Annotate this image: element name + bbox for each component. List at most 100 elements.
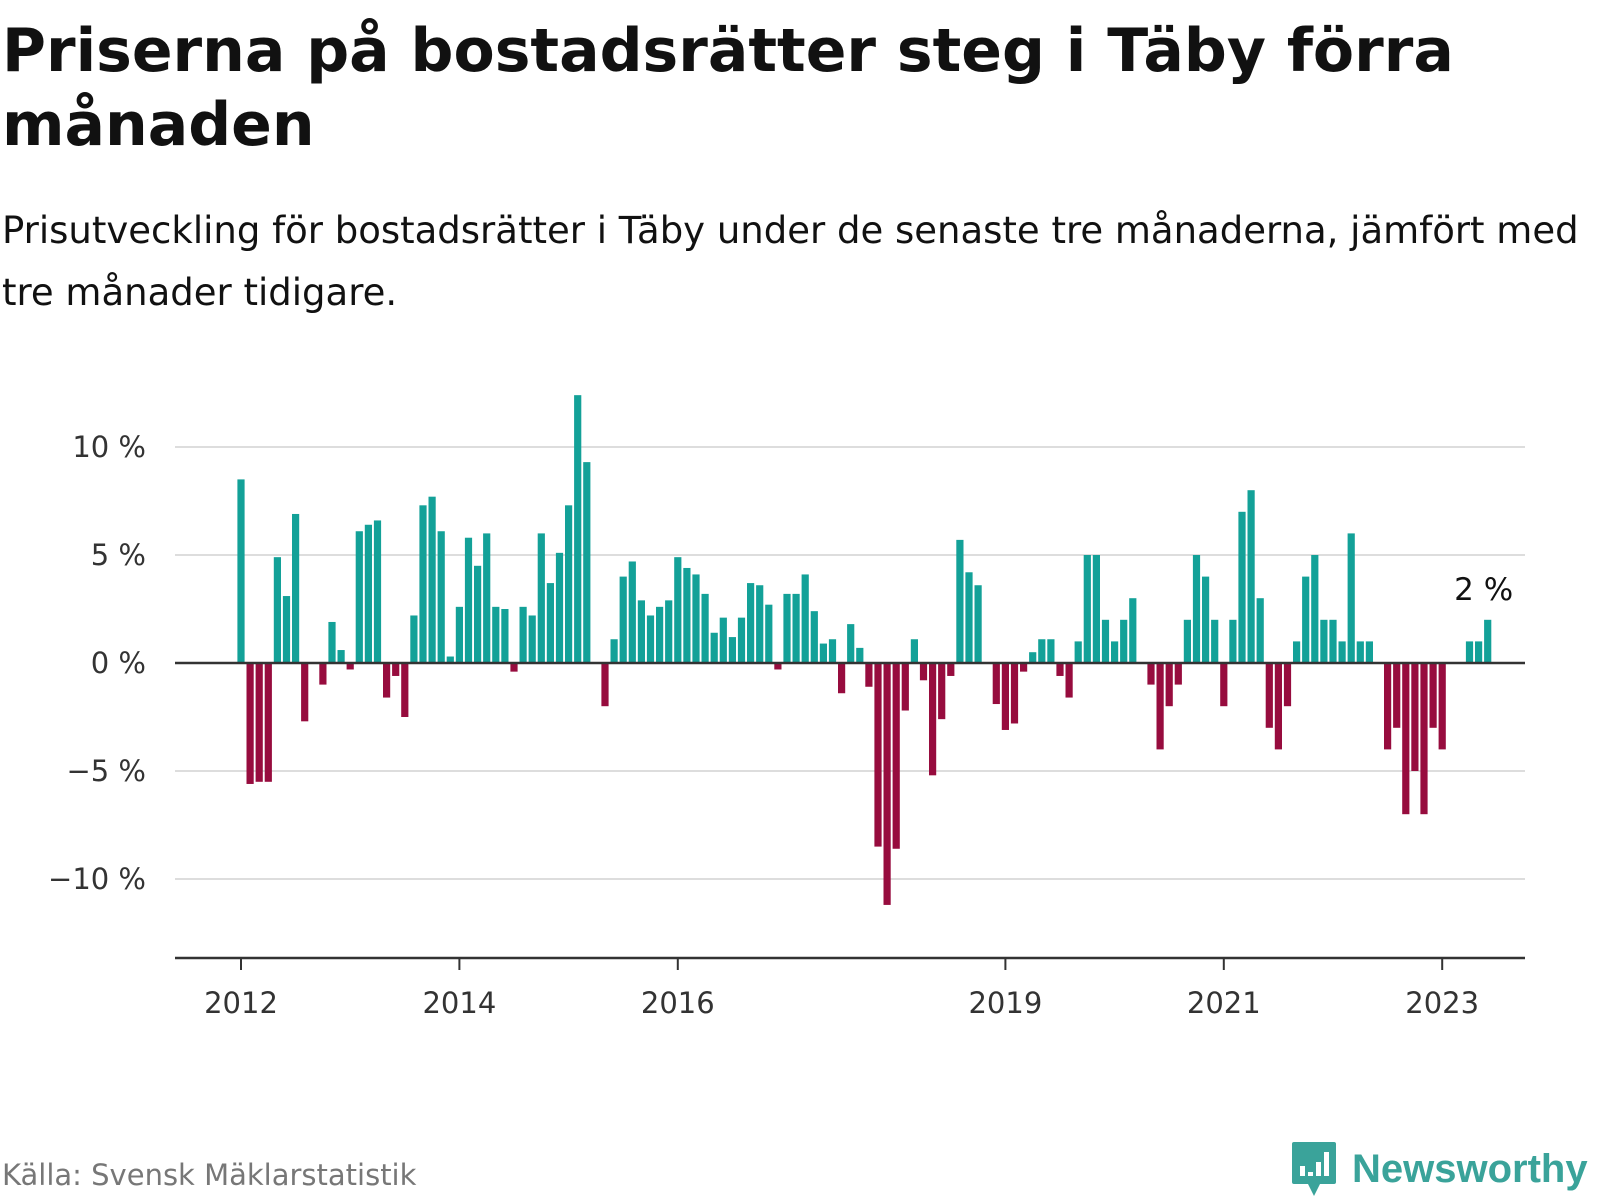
- x-tick-label: 2012: [204, 986, 278, 1020]
- bar: [1111, 641, 1119, 663]
- bar: [1475, 641, 1483, 663]
- x-tick-label: 2014: [422, 986, 496, 1020]
- bar: [1302, 576, 1310, 663]
- bar: [1393, 663, 1401, 728]
- bar: [774, 663, 782, 670]
- bar: [1347, 533, 1355, 663]
- bar: [1129, 598, 1137, 663]
- chart-title: Priserna på bostadsrätter steg i Täby fö…: [2, 16, 1454, 160]
- bar: [1484, 619, 1492, 663]
- bar: [1192, 555, 1201, 663]
- bar: [1001, 663, 1009, 730]
- bar: [255, 663, 263, 782]
- bar: [1402, 663, 1410, 815]
- bar: [619, 576, 627, 663]
- bar: [492, 606, 500, 663]
- bar: [328, 621, 336, 663]
- bar: [965, 572, 973, 663]
- bar: [1083, 555, 1091, 663]
- bar: [1293, 641, 1301, 663]
- y-tick-label: 10 %: [72, 430, 146, 464]
- bar: [237, 479, 245, 663]
- bar: [528, 615, 536, 663]
- bar: [1256, 598, 1264, 663]
- bar: [1238, 511, 1246, 663]
- bar: [710, 632, 718, 663]
- bar: [646, 615, 655, 663]
- bar: [783, 593, 791, 663]
- bar: [292, 513, 300, 663]
- bar: [656, 606, 664, 663]
- bar: [1384, 663, 1392, 750]
- bar: [355, 531, 363, 663]
- bar: [1420, 663, 1428, 815]
- bar: [437, 531, 445, 663]
- bar: [346, 663, 354, 670]
- bar: [1165, 663, 1173, 707]
- bar: [1320, 619, 1328, 663]
- bar: [373, 520, 382, 663]
- bar: [838, 663, 846, 694]
- chart-subtitle: Prisutveckling för bostadsrätter i Täby …: [2, 209, 1579, 314]
- bar: [510, 663, 518, 672]
- bar: [692, 574, 700, 663]
- bar: [1438, 663, 1446, 750]
- bar: [401, 663, 409, 717]
- brand-logo: Newsworthy: [1290, 1140, 1588, 1198]
- bar: [737, 617, 746, 663]
- bar: [1047, 639, 1055, 663]
- bar: [273, 557, 281, 663]
- bar: [474, 565, 482, 663]
- bar: [756, 585, 764, 663]
- bar: [1074, 641, 1082, 663]
- bar: [947, 663, 955, 676]
- bar: [1365, 641, 1373, 663]
- bar: [1229, 619, 1237, 663]
- bar: [1029, 652, 1037, 663]
- bar: [847, 624, 855, 663]
- bar: [1465, 641, 1474, 663]
- bar: [856, 647, 864, 663]
- source-note: Källa: Svensk Mäklarstatistik: [2, 1158, 417, 1192]
- bar: [501, 609, 509, 663]
- bar: [264, 663, 272, 782]
- bars: [237, 395, 1492, 905]
- bar: [865, 663, 873, 687]
- bar: [683, 567, 691, 663]
- bar: [956, 539, 964, 663]
- bar: [992, 663, 1000, 705]
- bar: [1101, 619, 1110, 663]
- bar-chart: 10 % 5 % 0 % −5 % −10 % 2012 2014 2016 2019 2021…: [48, 395, 1525, 1020]
- x-tick-label: 2021: [1187, 986, 1261, 1020]
- bar: [674, 557, 682, 663]
- bar: [455, 606, 463, 663]
- bar: [701, 593, 709, 663]
- bar: [1183, 619, 1191, 663]
- gridlines: [175, 446, 1525, 880]
- y-axis-labels: 10 % 5 % 0 % −5 % −10 %: [48, 430, 146, 896]
- bar: [1220, 663, 1228, 707]
- bar: [974, 585, 982, 663]
- bar: [765, 604, 773, 663]
- bar: [628, 561, 636, 663]
- bar: [1338, 641, 1346, 663]
- bar: [728, 637, 736, 663]
- bar: [810, 611, 818, 663]
- x-tick-label: 2019: [968, 986, 1042, 1020]
- bar: [801, 574, 809, 663]
- bar: [565, 505, 573, 663]
- bar: [938, 663, 946, 720]
- bar: [519, 606, 527, 663]
- bar: [537, 533, 545, 663]
- bar: [1411, 663, 1419, 771]
- bar: [883, 663, 891, 905]
- bar: [1038, 639, 1046, 663]
- bar: [1283, 663, 1292, 707]
- brand-name: Newsworthy: [1352, 1146, 1588, 1191]
- bar: [910, 639, 918, 663]
- newsworthy-logo-icon: [1292, 1142, 1336, 1196]
- bar: [665, 600, 673, 663]
- x-axis-ticks: 2012 2014 2016 2019 2021 2023: [204, 958, 1479, 1020]
- bar: [1429, 663, 1437, 728]
- bar: [819, 643, 827, 663]
